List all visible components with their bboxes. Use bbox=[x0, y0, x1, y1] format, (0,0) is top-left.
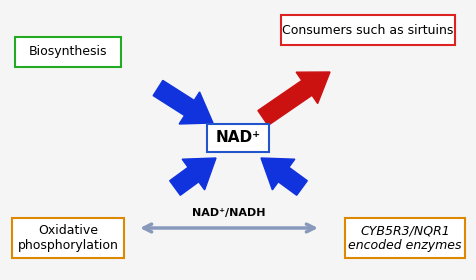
Polygon shape bbox=[169, 158, 216, 195]
Polygon shape bbox=[261, 158, 307, 195]
FancyBboxPatch shape bbox=[207, 124, 269, 152]
Polygon shape bbox=[258, 72, 330, 125]
Text: NAD⁺/NADH: NAD⁺/NADH bbox=[192, 208, 266, 218]
Text: CYB5R3/NQR1
encoded enzymes: CYB5R3/NQR1 encoded enzymes bbox=[348, 224, 462, 252]
FancyBboxPatch shape bbox=[12, 218, 124, 258]
FancyBboxPatch shape bbox=[345, 218, 465, 258]
Text: NAD⁺: NAD⁺ bbox=[216, 130, 260, 146]
Text: Consumers such as sirtuins: Consumers such as sirtuins bbox=[282, 24, 454, 36]
FancyBboxPatch shape bbox=[15, 37, 121, 67]
Text: Biosynthesis: Biosynthesis bbox=[29, 45, 107, 59]
FancyBboxPatch shape bbox=[281, 15, 455, 45]
Polygon shape bbox=[153, 80, 213, 124]
Text: Oxidative
phosphorylation: Oxidative phosphorylation bbox=[18, 224, 119, 252]
